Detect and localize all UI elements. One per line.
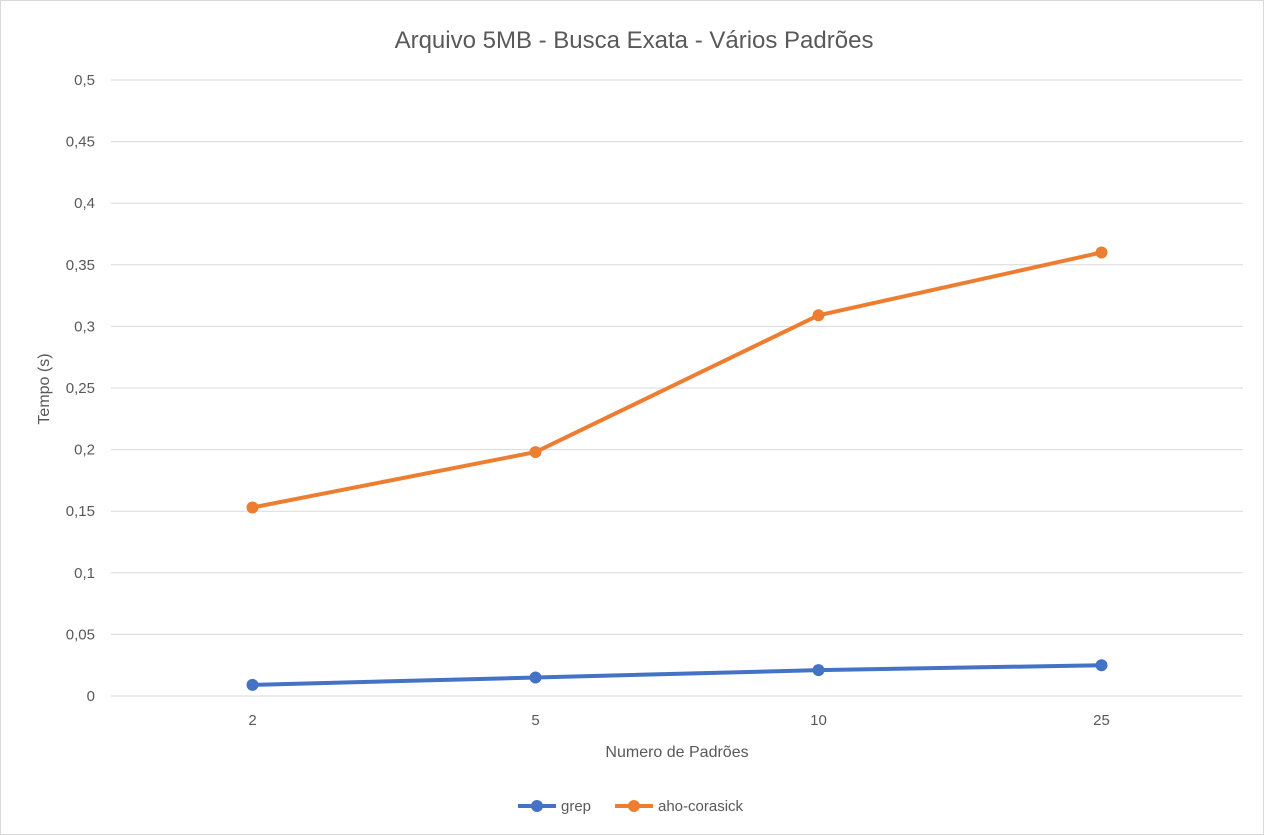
chart-title: Arquivo 5MB - Busca Exata - Vários Padrõ… <box>395 27 874 54</box>
legend-item[interactable]: aho-corasick <box>615 798 744 815</box>
x-tick-label: 10 <box>810 712 827 729</box>
y-tick-label: 0,15 <box>66 503 95 520</box>
y-tick-label: 0,3 <box>74 318 95 335</box>
legend-swatch-marker <box>628 800 640 812</box>
data-point[interactable] <box>1095 659 1108 672</box>
data-point[interactable] <box>1095 246 1108 259</box>
y-tick-label: 0,05 <box>66 626 95 643</box>
data-point[interactable] <box>246 501 259 514</box>
y-tick-label: 0,2 <box>74 442 95 459</box>
data-point[interactable] <box>529 446 542 459</box>
legend[interactable]: grep aho-corasick <box>518 798 744 815</box>
y-tick-label: 0,1 <box>74 565 95 582</box>
x-tick-label: 2 <box>248 712 256 729</box>
series-aho-corasick <box>246 246 1108 514</box>
y-axis-label: Tempo (s) <box>36 353 53 424</box>
y-tick-label: 0,25 <box>66 380 95 397</box>
x-tick-label: 5 <box>531 712 539 729</box>
x-axis-ticks: 2 5 10 25 <box>248 712 1110 729</box>
series-lines <box>246 246 1108 691</box>
y-tick-label: 0,45 <box>66 134 95 151</box>
y-axis-ticks: 0 0,05 0,1 0,15 0,2 0,25 0,3 0,35 0,4 0,45 0,5 <box>66 72 95 705</box>
data-point[interactable] <box>529 671 542 684</box>
series-line <box>250 663 1104 687</box>
legend-item[interactable]: grep <box>518 798 591 815</box>
y-tick-label: 0,5 <box>74 72 95 89</box>
legend-label: aho-corasick <box>658 798 744 815</box>
series-grep <box>246 659 1108 691</box>
data-point[interactable] <box>812 309 825 322</box>
legend-swatch-marker <box>531 800 543 812</box>
y-tick-label: 0,4 <box>74 195 95 212</box>
data-point[interactable] <box>246 678 259 691</box>
x-tick-label: 25 <box>1093 712 1110 729</box>
x-axis-label: Numero de Padrões <box>605 744 748 761</box>
y-tick-label: 0,35 <box>66 257 95 274</box>
gridlines <box>111 79 1243 697</box>
data-point[interactable] <box>812 664 825 677</box>
legend-label: grep <box>561 798 591 815</box>
y-tick-label: 0 <box>87 688 95 705</box>
series-line <box>250 250 1104 510</box>
